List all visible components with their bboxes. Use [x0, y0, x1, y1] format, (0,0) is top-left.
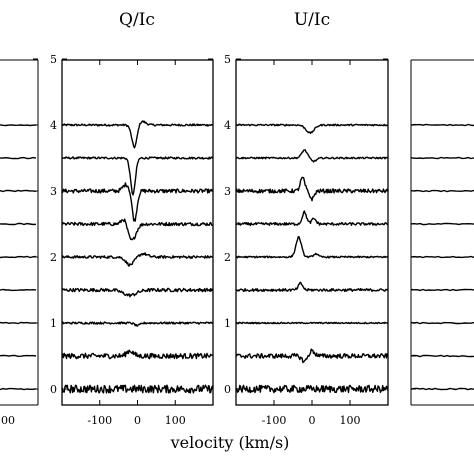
panel-left-x-tick-partial: 00: [1, 414, 15, 427]
right-stub-5: [410, 288, 474, 292]
panel-q-profile-7: [61, 349, 214, 360]
left-stub-2: [0, 189, 37, 193]
panel-q-profile-6: [61, 321, 214, 327]
panel-u-profile-3: [235, 210, 388, 226]
right-stub-6: [410, 321, 474, 325]
panel-u-y-tick-label: 0: [224, 383, 231, 396]
panel-u-title: U/Ic: [294, 10, 330, 30]
right-stub-0: [410, 123, 474, 127]
panel-q-profiles: [61, 120, 214, 394]
panel-q-profile-5: [61, 287, 214, 298]
right-stub-4: [410, 255, 474, 259]
right-stub-8: [410, 387, 474, 391]
left-stub-4: [0, 255, 37, 259]
panel-q-x-tick-label: 0: [134, 414, 141, 427]
left-stub-6: [0, 321, 37, 325]
panel-u-profile-7: [235, 348, 389, 364]
panel-q-profile-2: [61, 182, 214, 222]
panel-u-profile-6: [235, 321, 389, 325]
panel-q-y-tick-label: 5: [50, 53, 57, 66]
panel-q-profile-0: [61, 120, 214, 149]
panel-u-x-tick-label: 100: [340, 414, 361, 427]
panel-u-profile-2: [235, 176, 389, 202]
panel-u-profile-5: [235, 281, 389, 292]
panel-q-y-tick-label: 1: [50, 317, 57, 330]
panel-u-profiles: [235, 123, 389, 394]
panel-q-y-tick-label: 2: [50, 251, 57, 264]
x-axis-label: velocity (km/s): [170, 433, 290, 452]
panel-u-y-tick-label: 1: [224, 317, 231, 330]
panel-u-y-tick-label: 2: [224, 251, 231, 264]
panel-u-y-tick-label: 4: [224, 119, 231, 132]
panel-left-partial: 00: [0, 58, 39, 427]
panel-u: U/Ic 0 1 2 3 4 5 -100 0 100: [224, 10, 389, 427]
panel-q-profile-1: [61, 156, 214, 196]
panel-q-title: Q/Ic: [119, 10, 155, 30]
panel-u-profile-1: [235, 149, 389, 163]
left-stub-0: [0, 124, 37, 127]
right-stub-1: [410, 156, 474, 160]
left-stub-1: [0, 156, 37, 160]
panel-q-x-tick-label: 100: [165, 414, 186, 427]
panel-left-profile-stubs: [0, 58, 38, 391]
panel-u-y-tick-label: 5: [224, 53, 231, 66]
panel-q-y-tick-label: 4: [50, 119, 57, 132]
panel-right-partial: [410, 59, 474, 406]
panel-u-profile-4: [235, 236, 388, 259]
panel-u-ticks: 0 1 2 3 4 5 -100 0 100: [224, 53, 388, 427]
left-stub-8: [0, 387, 37, 391]
panel-right-profile-stubs: [410, 123, 474, 391]
panel-u-frame: [235, 59, 389, 406]
panel-q-profile-8: [61, 384, 214, 394]
panel-u-y-tick-label: 3: [224, 185, 231, 198]
panel-u-profile-8: [235, 384, 389, 394]
left-stub-7: [0, 354, 37, 357]
right-stub-7: [410, 354, 474, 358]
right-stub-3: [410, 222, 474, 226]
panel-q-profile-3: [61, 218, 214, 241]
panel-u-profile-0: [235, 123, 389, 134]
panel-q-y-tick-label: 0: [50, 383, 57, 396]
panel-q: Q/Ic 0 1 2 3 4 5 -100 0 100: [50, 10, 214, 427]
panel-u-x-tick-label: -100: [262, 414, 287, 427]
panel-q-profile-4: [61, 252, 214, 267]
left-stub-3: [0, 222, 37, 226]
panel-u-x-tick-label: 0: [309, 414, 316, 427]
panel-q-y-tick-label: 3: [50, 185, 57, 198]
left-stub-5: [0, 288, 37, 292]
panel-q-x-tick-label: -100: [87, 414, 112, 427]
right-stub-2: [410, 189, 474, 193]
panel-q-ticks: 0 1 2 3 4 5 -100 0 100: [50, 53, 213, 427]
